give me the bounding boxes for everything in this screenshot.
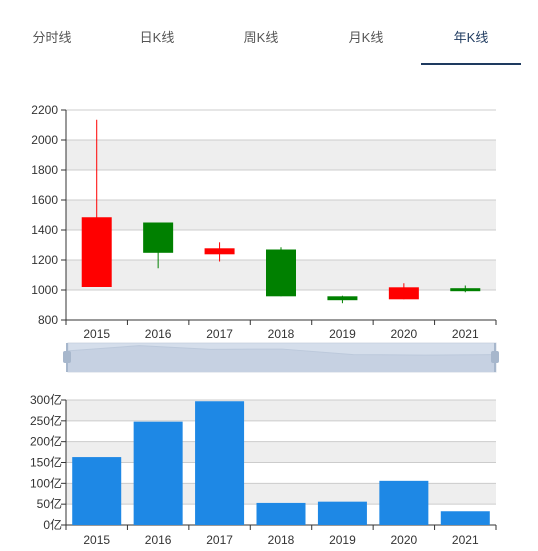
y-tick-label: 200亿 (30, 434, 62, 449)
tab-weekly-k[interactable]: 周K线 (243, 30, 279, 45)
grid-band (66, 140, 496, 170)
candle-body (450, 288, 481, 292)
y-tick-label: 50亿 (37, 496, 62, 511)
period-tabs: 分时线 日K线 周K线 月K线 年K线 (0, 0, 538, 66)
y-tick-label: 250亿 (30, 413, 62, 428)
candle-body (81, 217, 112, 287)
tab-daily-k[interactable]: 日K线 (139, 30, 175, 45)
x-tick-label: 2019 (329, 533, 356, 547)
x-tick-label: 2019 (329, 327, 356, 341)
y-tick-label: 2200 (31, 103, 58, 117)
y-tick-label: 1200 (31, 253, 58, 267)
x-tick-label: 2020 (391, 327, 418, 341)
tab-monthly-k[interactable]: 月K线 (348, 30, 384, 45)
y-tick-label: 0亿 (43, 517, 62, 532)
y-tick-label: 800 (38, 313, 58, 327)
y-tick-label: 1400 (31, 223, 58, 237)
candle-body (388, 287, 419, 300)
volume-bar (195, 401, 245, 525)
volume-bar (379, 480, 429, 525)
zoom-slider-selection (68, 343, 496, 372)
active-tab-indicator (421, 63, 521, 65)
y-tick-label: 1600 (31, 193, 58, 207)
zoom-slider-trend-line (67, 345, 497, 356)
y-tick-label: 300亿 (30, 392, 62, 407)
y-tick-label: 100亿 (30, 475, 62, 490)
grid-band (66, 483, 496, 505)
volume-bar (72, 457, 122, 525)
y-tick-label: 150亿 (30, 455, 62, 470)
grid-band (66, 200, 496, 230)
volume-bar (317, 501, 367, 525)
zoom-handle-right-grip[interactable] (491, 351, 499, 363)
x-tick-label: 2017 (206, 327, 233, 341)
tab-yearly-k[interactable]: 年K线 (453, 30, 489, 45)
y-tick-label: 1800 (31, 163, 58, 177)
zoom-slider-trend (68, 345, 496, 372)
x-tick-label: 2018 (268, 533, 295, 547)
grid-band (66, 400, 496, 421)
candle-body (327, 296, 358, 301)
candle-body (204, 248, 235, 255)
volume-bar (256, 502, 306, 525)
candle-body (143, 222, 174, 253)
x-tick-label: 2020 (391, 533, 418, 547)
x-tick-label: 2016 (145, 327, 172, 341)
x-tick-label: 2018 (268, 327, 295, 341)
candle-body (266, 249, 296, 297)
y-tick-label: 1000 (31, 283, 58, 297)
volume-bar (440, 511, 490, 525)
x-tick-label: 2021 (452, 327, 479, 341)
grid-band (66, 441, 496, 463)
y-tick-label: 2000 (31, 133, 58, 147)
volume-bar (133, 421, 183, 525)
zoom-handle-left-grip[interactable] (63, 351, 71, 363)
x-tick-label: 2016 (145, 533, 172, 547)
x-tick-label: 2021 (452, 533, 479, 547)
tab-intraday[interactable]: 分时线 (32, 30, 72, 45)
x-tick-label: 2015 (83, 533, 110, 547)
x-tick-label: 2015 (83, 327, 110, 341)
x-tick-label: 2017 (206, 533, 233, 547)
